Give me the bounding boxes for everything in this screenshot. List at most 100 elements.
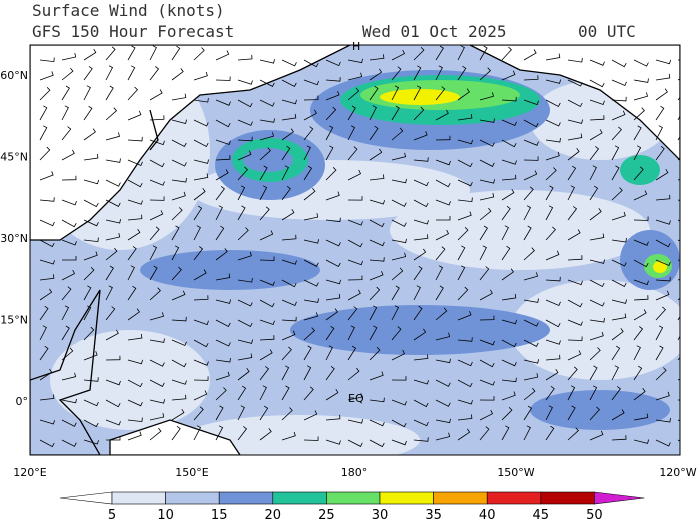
wind-barb [281, 365, 290, 381]
wind-barb [39, 219, 55, 227]
wind-barb [611, 435, 627, 441]
wind-barb [303, 59, 319, 68]
wind-barb [215, 387, 227, 401]
wind-barb [39, 239, 55, 248]
wind-barb [413, 285, 421, 301]
wind-barb [281, 145, 291, 161]
wind-barb [369, 148, 383, 161]
wind-barb [435, 358, 451, 364]
wind-barb [369, 105, 377, 121]
wind-barb [391, 105, 400, 121]
wind-barb [149, 245, 158, 261]
wind-barb [611, 126, 622, 141]
wind-barb [259, 299, 275, 308]
wind-barb [127, 431, 142, 441]
wind-barb [633, 413, 649, 421]
wind-barb [633, 145, 642, 161]
wind-barb [149, 66, 160, 81]
wind-barb [567, 299, 583, 308]
wind-barb [83, 326, 95, 341]
wind-barb [523, 186, 534, 201]
wind-barb [457, 88, 470, 101]
wind-barb [369, 325, 378, 341]
wind-barb [545, 339, 561, 345]
wind-barb [501, 339, 517, 348]
wind-barb [523, 298, 539, 303]
wind-barb [61, 439, 77, 447]
wind-barb [193, 98, 209, 103]
lat-label: 45°N [0, 151, 28, 164]
wind-barb [127, 45, 136, 61]
wind-barb [105, 329, 119, 341]
wind-barb [281, 99, 297, 105]
wind-barb [281, 185, 291, 201]
wind-barb [545, 151, 560, 161]
wind-barb [325, 59, 341, 67]
wind-barb [303, 239, 319, 244]
wind-barb [611, 345, 621, 361]
wind-barb [237, 205, 246, 221]
wind-barb [237, 353, 253, 361]
wind-barb [523, 247, 535, 261]
wind-barb [127, 214, 143, 221]
wind-barb [281, 431, 296, 441]
wind-barb [391, 199, 407, 207]
wind-barb [83, 179, 99, 185]
wind-barb [567, 206, 578, 221]
wind-barb [501, 139, 517, 148]
wind-barb [501, 159, 517, 165]
wind-barb [501, 425, 510, 441]
wind-barb [127, 228, 141, 241]
wind-barb [325, 239, 341, 247]
wind-barb [611, 96, 627, 102]
wind-barb [39, 345, 49, 361]
wind-barb [39, 259, 55, 265]
wind-barb [545, 99, 561, 108]
wind-barb [523, 373, 539, 381]
wind-barb [479, 139, 495, 147]
wind-barb [127, 399, 143, 407]
wind-barb [325, 77, 341, 82]
wind-barb [545, 167, 557, 181]
wind-barb [655, 125, 663, 141]
wind-barb [589, 165, 597, 181]
wind-barb [633, 259, 649, 268]
wind-barb [347, 169, 362, 181]
wind-barb [281, 407, 293, 421]
wind-barb [545, 226, 556, 241]
wind-barb [655, 367, 667, 381]
wind-barb [325, 191, 340, 201]
wind-barb [457, 159, 473, 168]
wind-barb [215, 273, 231, 281]
wind-barb [61, 269, 76, 281]
wind-barb [413, 131, 428, 141]
wind-barb [479, 118, 495, 123]
wind-barb [545, 368, 559, 381]
wind-barb [523, 319, 539, 327]
wind-barb [127, 199, 143, 205]
wind-barb [567, 79, 583, 87]
wind-barb [347, 439, 363, 447]
wind-barb [611, 145, 620, 161]
wind-barb [193, 205, 203, 221]
wind-barb [39, 57, 55, 63]
wind-barb [501, 245, 511, 261]
wind-barb [435, 432, 451, 441]
lon-label: 150°E [175, 466, 208, 479]
wind-barb [655, 259, 671, 267]
wind-barb [105, 85, 114, 101]
wind-barb [435, 265, 444, 281]
wind-barb [611, 59, 627, 68]
wind-barb [149, 359, 165, 367]
wind-barb [589, 79, 605, 88]
wind-barb [369, 397, 385, 403]
wind-barb [655, 391, 670, 401]
wind-barb [325, 345, 333, 361]
wind-barb [171, 339, 187, 347]
wind-barb [479, 245, 487, 261]
wind-barb [303, 312, 318, 321]
wind-barb [127, 246, 137, 261]
wind-barb [281, 316, 297, 322]
wind-barb [633, 190, 648, 201]
wind-barb [479, 396, 495, 401]
